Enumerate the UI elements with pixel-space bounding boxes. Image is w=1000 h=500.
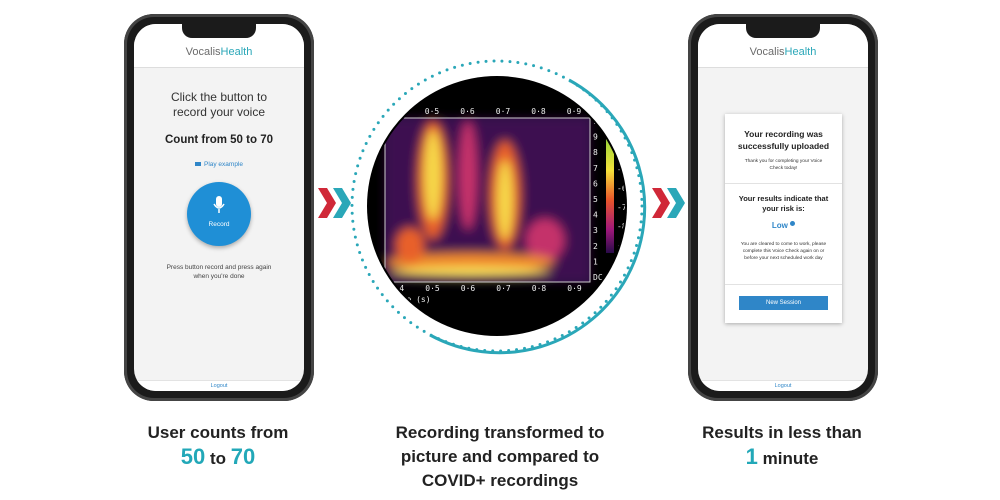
phone: VocalisHealth Your recording was success… — [688, 14, 878, 401]
phone: VocalisHealth Click the button to record… — [124, 14, 314, 401]
highlight: 70 — [230, 444, 256, 469]
mic-icon — [213, 196, 225, 213]
dotted-ring — [350, 59, 644, 353]
caption: User counts from 50 to 70 — [118, 421, 318, 471]
bottom-tick-label: 0·7 — [496, 284, 511, 293]
prompt: Click the button to record your voice — [170, 90, 268, 119]
colorbar-tick-label: -70 — [617, 203, 632, 212]
caption-line: 1 minute — [672, 445, 892, 471]
right-tick-label: 7 — [593, 164, 598, 173]
caption-text: to — [209, 449, 227, 468]
chevron — [667, 188, 685, 218]
colorbar-tick-label: -60 — [617, 184, 632, 193]
top-tick-label: 0·6 — [460, 107, 475, 116]
x-axis-label: Time (s) — [392, 295, 431, 304]
caption-line: 50 to 70 — [118, 445, 318, 471]
record-label: Record — [208, 221, 230, 228]
caption-line: Results in less than — [702, 423, 862, 442]
right-tick-label: 8 — [593, 148, 598, 157]
chevron — [318, 188, 336, 218]
logout[interactable]: Logout — [698, 380, 868, 391]
top-tick-label: 0·5 — [425, 107, 440, 116]
logo: VocalisHealth — [698, 46, 868, 58]
right-tick-label: 3 — [593, 226, 598, 235]
spectrogram — [384, 117, 614, 283]
hint: Press button record and press again when… — [166, 264, 272, 280]
logo-text: Health — [784, 46, 817, 58]
result-card: Your recording was successfully uploaded… — [725, 114, 842, 323]
logo-text: Vocalis — [185, 46, 221, 58]
right-tick-label: 6 — [593, 179, 598, 188]
right-tick-label: 1 — [593, 257, 598, 266]
caption-line: User counts from — [147, 423, 289, 442]
play-example-text: Play example — [203, 161, 244, 168]
highlight: 1 — [745, 444, 758, 469]
advice: You are cleared to come to work, please … — [740, 242, 827, 261]
new-session-button[interactable]: New Session — [739, 296, 828, 310]
progress-arc — [429, 78, 647, 355]
right-tick-label: 5 — [593, 195, 598, 204]
phone-screen: VocalisHealth Click the button to record… — [134, 24, 304, 391]
caption: Recording transformed to picture and com… — [395, 423, 605, 490]
results-intro: Your results indicate that your risk is: — [738, 194, 829, 213]
top-tick-label: 0·9 — [567, 107, 582, 116]
thanks: Thank you for completing your Voice Chec… — [744, 159, 823, 171]
caption: Results in less than 1 minute — [672, 421, 892, 471]
top-tick-label: 0·7 — [496, 107, 511, 116]
risk: Low — [725, 221, 842, 230]
chevron — [333, 188, 351, 218]
bottom-tick-label: 0·6 — [461, 284, 476, 293]
right-tick-label: 9 — [593, 133, 598, 142]
right-tick-label: 4 — [593, 211, 598, 220]
logo: VocalisHealth — [134, 46, 304, 58]
highlight: 50 — [180, 444, 206, 469]
bottom-tick-label: 0·8 — [532, 284, 547, 293]
risk-value: Low — [771, 221, 788, 230]
top-tick-label: 0·8 — [531, 107, 546, 116]
bottom-tick-label: 0·9 — [567, 284, 582, 293]
chevron — [652, 188, 670, 218]
upload-title: Your recording was successfully uploaded — [737, 129, 830, 151]
record-button[interactable]: Record — [187, 182, 251, 246]
instruction: Count from 50 to 70 — [165, 134, 273, 146]
bottom-tick-label: 0·5 — [425, 284, 440, 293]
right-tick-label: 2 — [593, 242, 598, 251]
caption-text: minute — [762, 449, 819, 468]
colorbar-tick-label: -80 — [617, 222, 632, 231]
phone-screen: VocalisHealth Your recording was success… — [698, 24, 868, 391]
right-tick-label: DC — [593, 273, 603, 282]
play-example[interactable]: Play example — [134, 161, 304, 168]
colorbar-tick-label: -40 — [617, 146, 632, 155]
logout[interactable]: Logout — [134, 380, 304, 391]
logo-text: Vocalis — [749, 46, 785, 58]
logo-text: Health — [220, 46, 253, 58]
